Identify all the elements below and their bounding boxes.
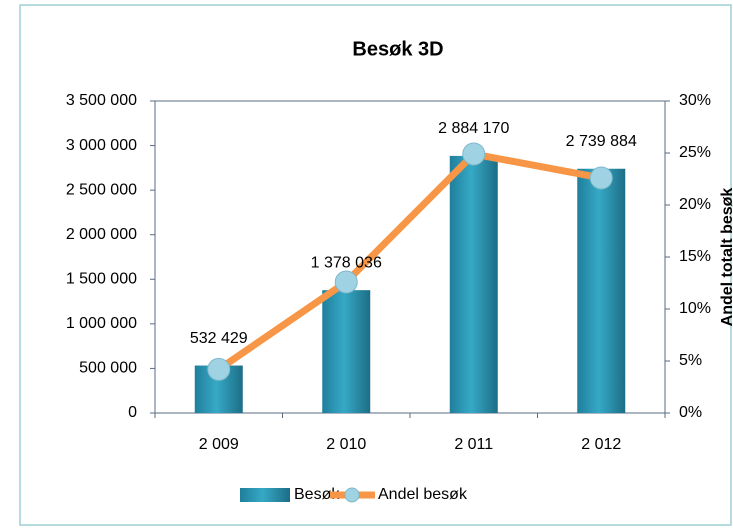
- bar: [322, 290, 371, 413]
- bar: [577, 168, 626, 413]
- y2-tick-label: 5%: [679, 352, 702, 369]
- x-tick-label: 2 009: [199, 436, 239, 453]
- y-tick-label: 2 500 000: [66, 181, 137, 198]
- legend-label: Andel besøk: [378, 486, 468, 503]
- y2-axis-label: Andel totalt besøk: [719, 188, 733, 327]
- y-tick-label: 3 500 000: [66, 92, 137, 109]
- y-tick-label: 1 500 000: [66, 271, 137, 288]
- data-label: 2 884 170: [438, 120, 509, 137]
- legend-swatch: [344, 487, 360, 503]
- bar: [449, 155, 498, 413]
- y2-tick-label: 0%: [679, 404, 702, 421]
- y2-tick-label: 15%: [679, 248, 711, 265]
- line-marker: [207, 357, 231, 381]
- y-tick-label: 3 000 000: [66, 137, 137, 154]
- data-label: 2 739 884: [566, 133, 637, 150]
- y2-tick-label: 25%: [679, 144, 711, 161]
- legend-label: Besøk: [294, 486, 340, 503]
- x-tick-label: 2 012: [581, 436, 621, 453]
- y2-tick-label: 20%: [679, 196, 711, 213]
- x-tick-label: 2 011: [454, 436, 493, 453]
- data-label: 532 429: [190, 330, 248, 347]
- y-tick-label: 500 000: [79, 360, 137, 377]
- line-marker: [334, 270, 358, 294]
- y2-tick-label: 30%: [679, 92, 711, 109]
- data-label: 1 378 036: [311, 254, 382, 271]
- y-tick-label: 2 000 000: [66, 226, 137, 243]
- y-tick-label: 0: [128, 404, 137, 421]
- x-tick-label: 2 010: [326, 436, 366, 453]
- legend-swatch: [240, 488, 290, 502]
- line-marker: [589, 166, 613, 190]
- line: [216, 150, 602, 373]
- y2-tick-label: 10%: [679, 300, 711, 317]
- line-marker: [462, 142, 486, 166]
- y-tick-label: 1 000 000: [66, 315, 137, 332]
- chart-title: Besøk 3D: [352, 38, 443, 60]
